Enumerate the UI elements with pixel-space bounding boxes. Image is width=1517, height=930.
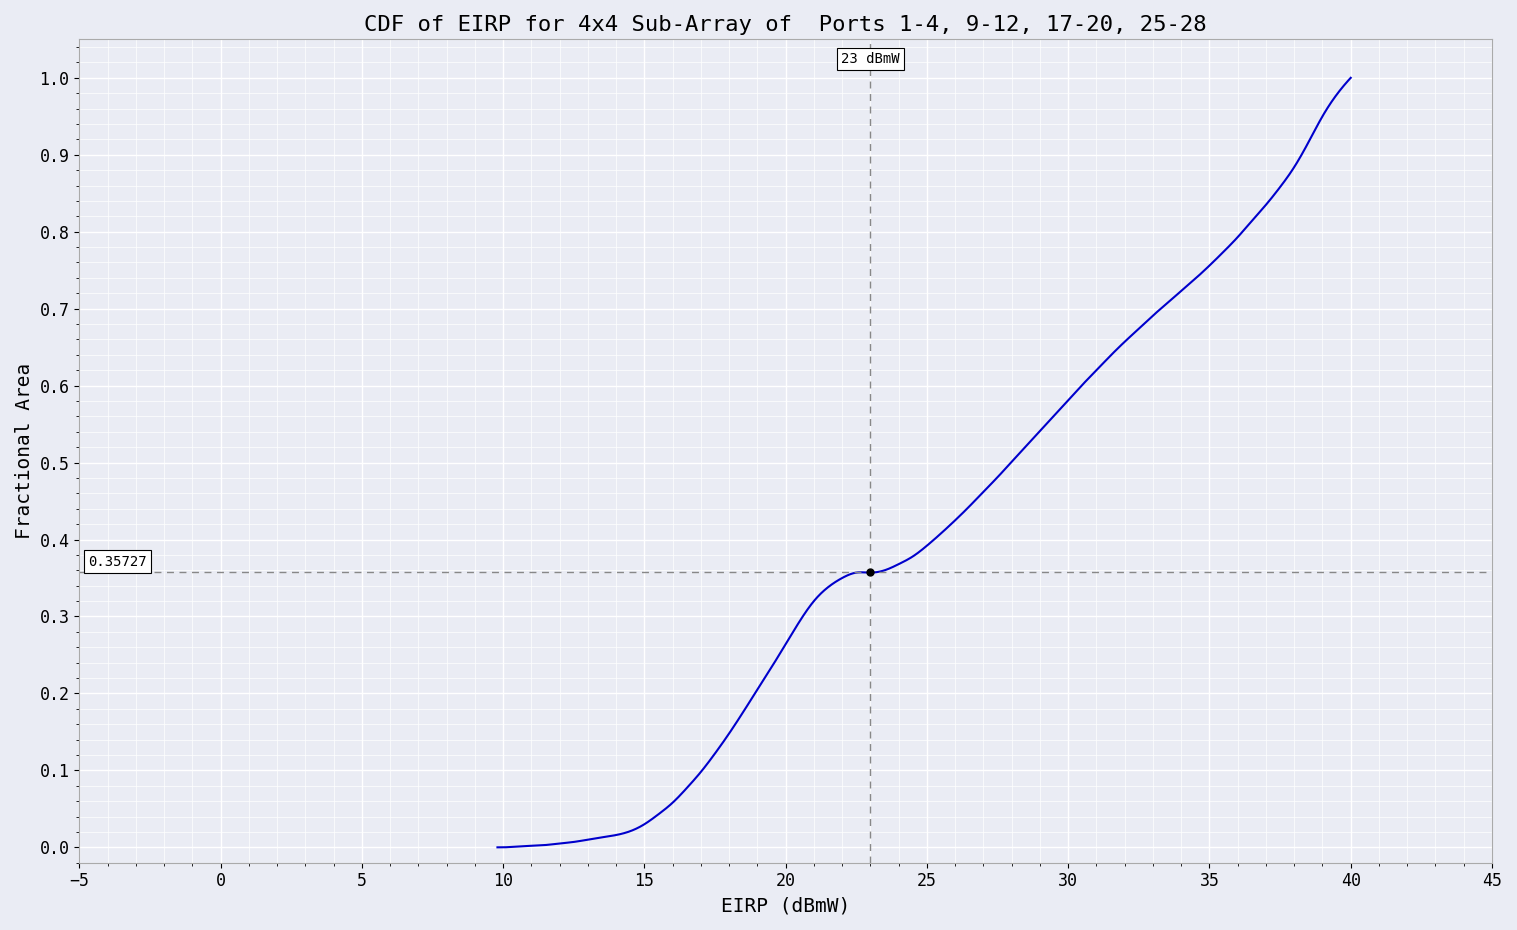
Text: 23 dBmW: 23 dBmW [840,52,900,66]
Y-axis label: Fractional Area: Fractional Area [15,363,33,539]
Title: CDF of EIRP for 4x4 Sub-Array of  Ports 1-4, 9-12, 17-20, 25-28: CDF of EIRP for 4x4 Sub-Array of Ports 1… [364,15,1208,35]
X-axis label: EIRP (dBmW): EIRP (dBmW) [721,896,850,915]
Text: 0.35727: 0.35727 [88,554,146,568]
